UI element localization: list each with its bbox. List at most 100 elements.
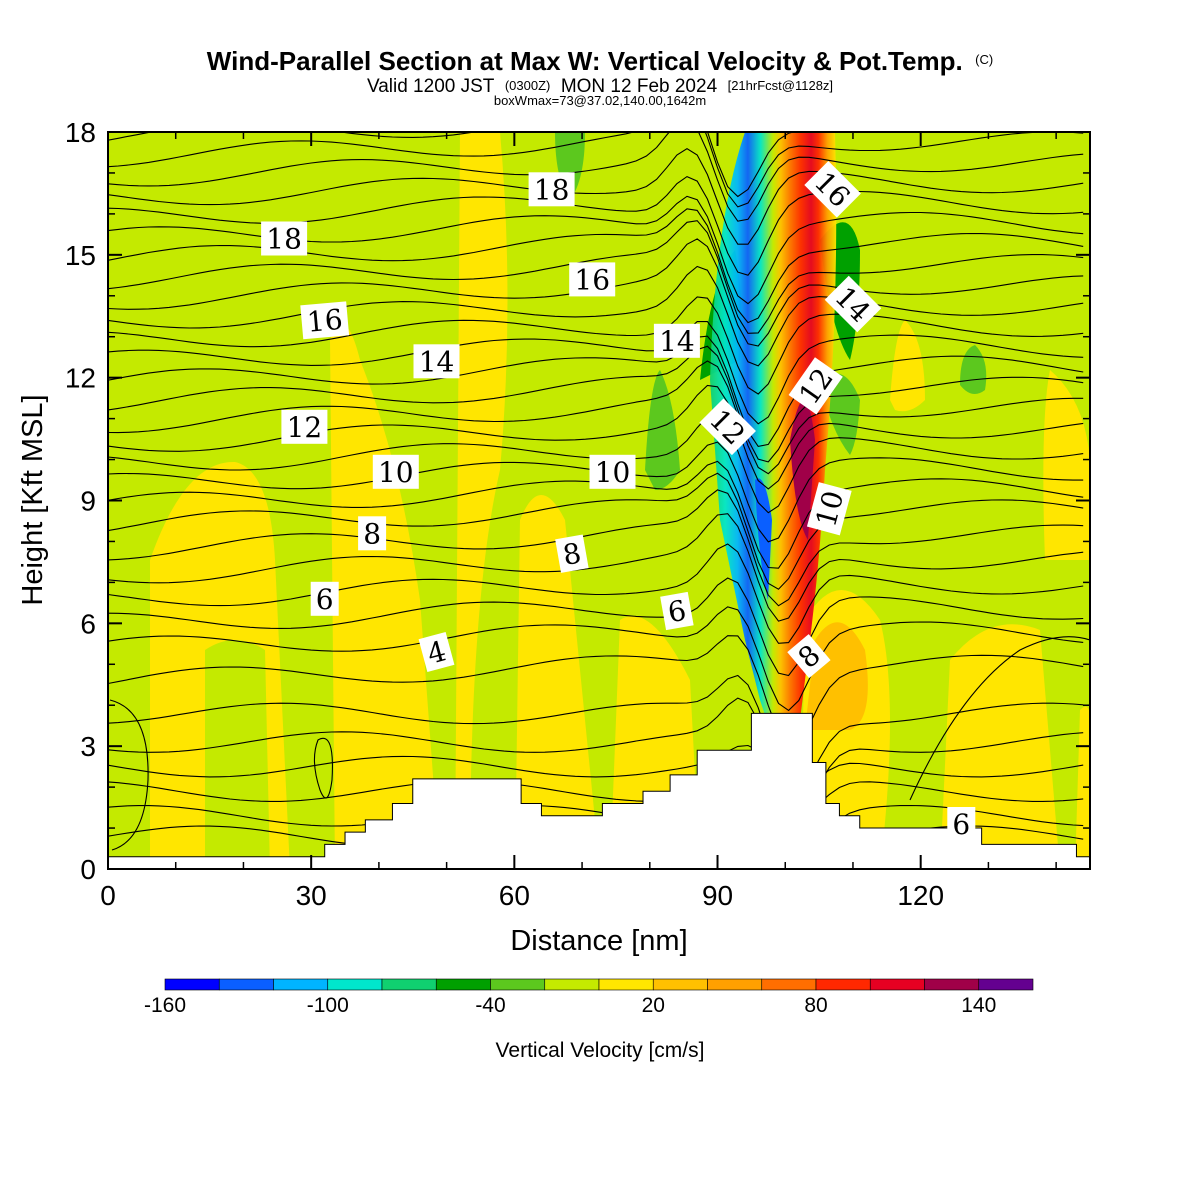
contour-label-box — [555, 534, 589, 573]
contour-label-text: 10 — [378, 456, 414, 489]
colorbar-swatch — [218, 978, 274, 991]
contour-label: 16 — [569, 262, 616, 297]
contour-label-box — [372, 454, 419, 489]
colorbar-swatch — [435, 978, 491, 991]
contour-label-box — [413, 344, 460, 379]
colorbar-swatch — [707, 978, 763, 991]
contour-label: 6 — [660, 591, 694, 631]
downdraft-region-2 — [645, 370, 680, 490]
colorbar-tick-label: -100 — [307, 994, 349, 1017]
weak-region-1 — [205, 640, 270, 869]
contour-label-text: 10 — [595, 456, 631, 489]
isentrope-line — [108, 265, 1084, 367]
contour-label: 10 — [806, 482, 852, 536]
chart-title: Wind-Parallel Section at Max W: Vertical… — [207, 46, 993, 76]
colorbar-swatch — [327, 978, 383, 991]
contour-label-box — [281, 409, 328, 444]
contour-label-text: 16 — [574, 263, 610, 296]
isentrope-line — [108, 543, 1084, 644]
updraft-region-10 — [1043, 370, 1090, 560]
isentrope-line — [108, 296, 1084, 395]
contour-label-box — [300, 301, 350, 340]
contour-label-box — [261, 221, 308, 256]
contour-label-text: 6 — [665, 594, 688, 630]
colorbar-swatch — [652, 978, 708, 991]
contour-label-text: 8 — [560, 536, 583, 572]
colorbar-tick-label: 20 — [642, 994, 665, 1017]
contour-label-text: 18 — [266, 223, 302, 256]
contour-label: 8 — [555, 534, 589, 573]
contour-label-box — [788, 357, 843, 415]
colorbar-swatch — [381, 978, 437, 991]
isentrope-line — [108, 606, 1084, 712]
x-axis-label: Distance [nm] — [510, 925, 687, 957]
isentrope-line — [108, 384, 1084, 490]
contour-label-box — [787, 634, 831, 679]
contour-label: 6 — [310, 581, 339, 616]
x-tick-label: 60 — [499, 880, 530, 911]
x-tick-label: 90 — [702, 880, 733, 911]
chart-subtitle: Valid 1200 JST (0300Z) MON 12 Feb 2024 [… — [367, 76, 833, 97]
colorbar-tick-label: -40 — [475, 994, 505, 1017]
colorbar-swatch — [164, 978, 220, 991]
isentrope-line — [108, 147, 1084, 245]
x-tick-label: 30 — [296, 880, 327, 911]
chart-box-info: boxWmax=73@37.02,140.00,1642m — [494, 93, 706, 108]
contour-label-text: 8 — [363, 517, 381, 550]
y-tick-label: 9 — [80, 486, 96, 517]
isentrope-line — [108, 220, 1084, 334]
contour-label-text: 14 — [419, 345, 455, 378]
contour-label-box — [528, 172, 575, 207]
colorbar-tick-label: -160 — [144, 994, 186, 1017]
contour-label-text: 16 — [306, 303, 344, 339]
y-tick-label: 6 — [80, 608, 96, 639]
colorbar-swatch — [869, 978, 925, 991]
contour-label-box — [569, 262, 616, 297]
isentrope-line — [108, 360, 1084, 475]
isentrope-line — [909, 636, 1090, 801]
isentrope-line — [108, 321, 1084, 425]
subtitle-date: MON 12 Feb 2024 — [561, 76, 718, 97]
colorbar-swatch — [924, 978, 980, 991]
isentrope-line — [108, 697, 1084, 813]
y-tick-label: 15 — [65, 240, 96, 271]
contour-label-text: 14 — [659, 325, 695, 358]
isentrope-line — [108, 635, 1084, 747]
isentrope-line — [108, 674, 1084, 792]
colorbar-swatch — [815, 978, 871, 991]
updraft-region-3 — [455, 132, 508, 869]
subtitle-valid: Valid 1200 JST — [367, 76, 495, 97]
isentrope-line — [108, 132, 1084, 222]
contour-label: 6 — [947, 807, 976, 841]
contour-label-text: 12 — [287, 411, 323, 444]
contour-label-box — [660, 591, 694, 631]
isentrope-line — [108, 345, 1084, 463]
isentrope-line — [108, 472, 1084, 590]
isentrope-line — [108, 335, 1084, 448]
contour-label-box — [699, 398, 756, 456]
contour-label-box — [804, 161, 861, 218]
isentrope-line — [108, 132, 1084, 208]
x-tick-label: 120 — [897, 880, 944, 911]
colorbar-tick-label: 140 — [961, 994, 996, 1017]
isentrope-line — [108, 577, 1084, 677]
contour-label-text: 18 — [534, 173, 570, 206]
y-tick-label: 18 — [65, 117, 96, 148]
contour-label: 12 — [281, 409, 328, 444]
title-copyright: (C) — [975, 52, 993, 67]
colorbar-swatch — [598, 978, 654, 991]
downdraft-core — [755, 478, 772, 600]
contour-label: 14 — [653, 323, 700, 358]
contour-label-box — [358, 516, 387, 551]
updraft-region-4 — [515, 495, 600, 869]
isentrope-line — [109, 699, 149, 851]
y-tick-label: 0 — [80, 854, 96, 885]
terrain — [108, 712, 1090, 869]
subtitle-forecast: [21hrFcst@1128z] — [728, 78, 833, 93]
contour-label: 18 — [261, 221, 308, 256]
isentrope-line — [313, 737, 333, 799]
contour-label-box — [310, 581, 339, 616]
isentrope-line — [108, 744, 1084, 787]
